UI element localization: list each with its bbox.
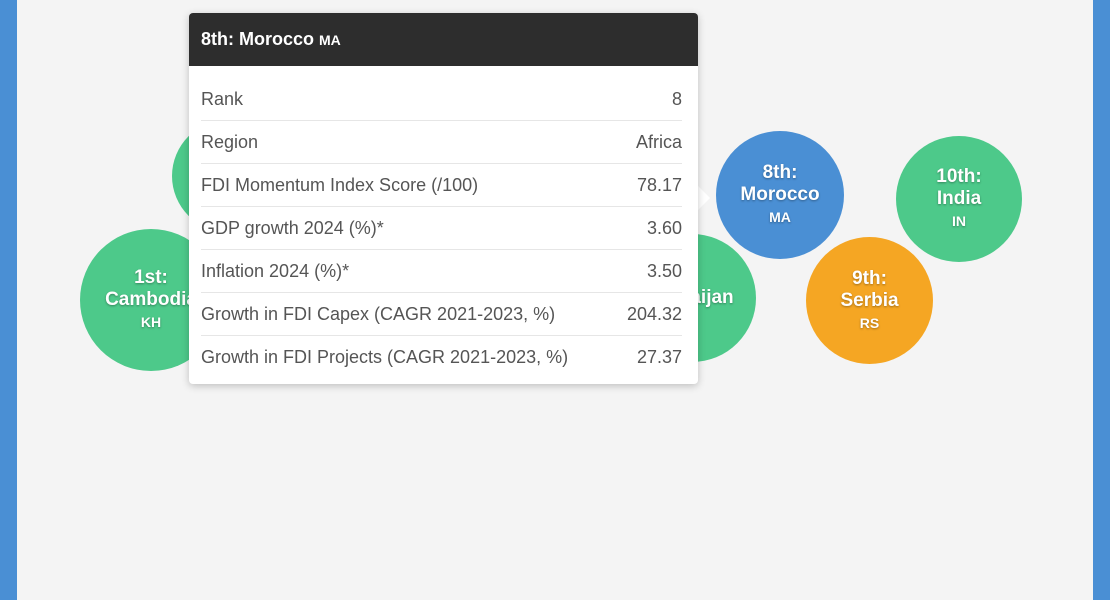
- bubble-morocco[interactable]: 8th: Morocco MA: [716, 131, 844, 259]
- tooltip-arrow: [697, 185, 710, 211]
- tooltip-row-value: Africa: [635, 131, 682, 152]
- tooltip-row-label: Growth in FDI Capex (CAGR 2021-2023, %): [201, 303, 556, 324]
- tooltip-row-value: 3.50: [646, 260, 682, 281]
- tooltip-row-fdi-capex: Growth in FDI Capex (CAGR 2021-2023, %) …: [201, 293, 682, 336]
- bubble-country: India: [936, 188, 982, 209]
- tooltip-row-label: Inflation 2024 (%)*: [201, 260, 350, 281]
- tooltip-row-value: 8: [671, 88, 682, 109]
- bubble-code: KH: [140, 314, 162, 330]
- tooltip-row-label: Region: [201, 131, 259, 152]
- tooltip-row-label: FDI Momentum Index Score (/100): [201, 174, 479, 195]
- tooltip-row-label: Growth in FDI Projects (CAGR 2021-2023, …: [201, 346, 569, 367]
- bubble-rank: 1st:: [134, 267, 168, 288]
- bubble-india[interactable]: 10th: India IN: [896, 136, 1022, 262]
- tooltip-row-fdi-projects: Growth in FDI Projects (CAGR 2021-2023, …: [201, 336, 682, 378]
- bubble-country: Serbia: [840, 289, 899, 311]
- tooltip-row-value: 78.17: [636, 174, 682, 195]
- bubble-serbia[interactable]: 9th: Serbia RS: [806, 237, 933, 364]
- tooltip-body: Rank 8 Region Africa FDI Momentum Index …: [189, 66, 698, 384]
- tooltip-row-gdp-growth: GDP growth 2024 (%)* 3.60: [201, 207, 682, 250]
- tooltip-row-region: Region Africa: [201, 121, 682, 164]
- tooltip-code: MA: [319, 31, 341, 48]
- bubble-country: Cambodia: [105, 289, 197, 310]
- bubble-code: RS: [859, 314, 880, 331]
- tooltip-row-label: Rank: [201, 88, 244, 109]
- tooltip-row-fdi-score: FDI Momentum Index Score (/100) 78.17: [201, 164, 682, 207]
- bubble-rank: 10th:: [936, 166, 982, 187]
- tooltip-row-rank: Rank 8: [201, 78, 682, 121]
- tooltip-row-label: GDP growth 2024 (%)*: [201, 217, 384, 238]
- tooltip-row-value: 27.37: [636, 346, 682, 367]
- tooltip-row-inflation: Inflation 2024 (%)* 3.50: [201, 250, 682, 293]
- bubble-rank: 9th:: [852, 267, 887, 289]
- bubble-rank: 8th:: [762, 162, 798, 183]
- tooltip-row-value: 3.60: [646, 217, 682, 238]
- bubble-country: aijan: [690, 287, 734, 308]
- tooltip-header: 8th: Morocco MA: [189, 13, 698, 66]
- tooltip-row-value: 204.32: [626, 303, 682, 324]
- bubble-country: Morocco: [740, 184, 820, 205]
- bubble-code: MA: [769, 209, 791, 225]
- bubble-code: IN: [952, 213, 966, 229]
- tooltip-title: 8th: Morocco: [201, 29, 315, 49]
- bubble-tooltip: 8th: Morocco MA Rank 8 Region Africa FDI…: [189, 13, 698, 384]
